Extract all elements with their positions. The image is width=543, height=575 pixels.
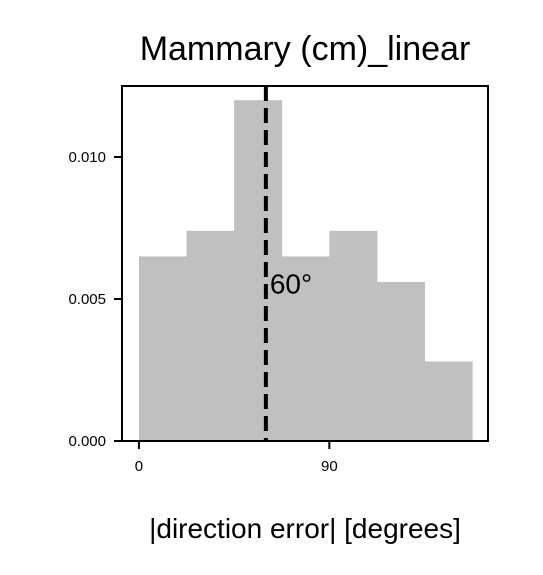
histogram-bar <box>424 361 473 441</box>
y-tick-label: 0.010 <box>68 149 106 166</box>
histogram-bar <box>329 230 378 441</box>
histogram-bar <box>234 100 283 441</box>
bars-group <box>138 100 473 441</box>
histogram-bar <box>186 230 235 441</box>
x-ticks: 0 90 <box>135 441 338 475</box>
x-tick-label: 90 <box>321 458 338 475</box>
histogram-bar <box>376 281 426 441</box>
chart-title: Mammary (cm)_linear <box>140 30 471 68</box>
histogram-bar <box>138 256 188 441</box>
plot-frame <box>121 85 489 442</box>
y-tick-label: 0.005 <box>68 291 106 308</box>
median-annotation: 60° <box>270 268 312 299</box>
x-tick-label: 0 <box>135 458 143 475</box>
y-tick-label: 0.000 <box>68 433 106 450</box>
histogram-bar <box>281 256 330 441</box>
median-line-group: 60° <box>263 86 312 441</box>
y-ticks: 0.000 0.005 0.010 <box>68 149 122 450</box>
x-axis-label: |direction error| [degrees] <box>149 513 461 544</box>
